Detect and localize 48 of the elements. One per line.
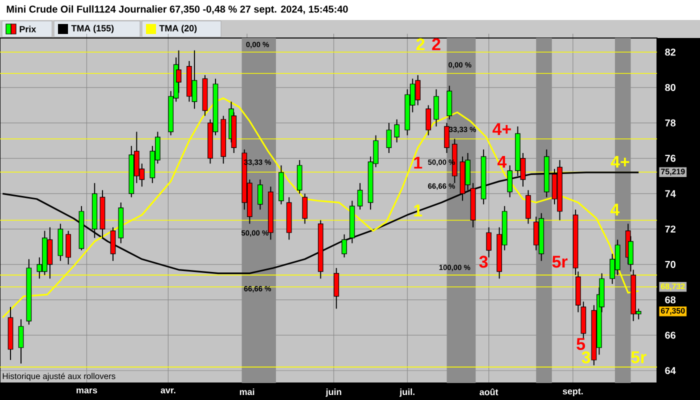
annotation: Historique ajusté aux rollovers (2, 372, 116, 381)
y-tick-label: 70 (665, 260, 676, 268)
y-tick-label: 74 (665, 190, 676, 198)
annotation: 5r (631, 351, 646, 364)
candlestick (486, 226, 492, 258)
annotation: 4+ (492, 123, 511, 135)
legend-label: TMA (20) (159, 24, 197, 34)
candlestick (334, 268, 340, 310)
annotation: 3 (582, 351, 590, 364)
annotation: 4+ (610, 156, 630, 168)
y-tick-label: 80 (665, 84, 676, 92)
x-tick-label: mars (76, 388, 98, 394)
x-tick-label: sept. (562, 388, 583, 396)
legend-label: Prix (20, 26, 36, 32)
candlestick (444, 122, 450, 154)
x-tick-label: avr. (160, 388, 176, 394)
y-tick-label: 72 (665, 226, 676, 233)
candlestick (386, 122, 392, 154)
x-tick-label: mai (240, 388, 254, 396)
annotation: 5r (552, 256, 568, 268)
annotation: 2 (432, 38, 440, 50)
y-tick-label: 68 (665, 296, 676, 304)
y-tick-label: 82 (665, 48, 676, 56)
candlestick (394, 118, 400, 143)
candlestick (258, 179, 263, 210)
annotation: 5 (576, 338, 586, 350)
candlestick (110, 226, 116, 262)
x-tick-label: août (480, 388, 498, 396)
candlestick (426, 104, 432, 136)
legend-label: TMA (155) (71, 24, 114, 34)
candlestick (357, 182, 363, 210)
y-tick-label: 76 (665, 154, 676, 162)
candlestick (66, 230, 71, 265)
y-tick-label: 78 (665, 119, 676, 126)
candlestick (18, 318, 24, 364)
annotation: 4 (610, 204, 620, 216)
annotation: 3 (479, 256, 488, 268)
annotation: 1 (414, 156, 422, 169)
candlestick (342, 234, 347, 258)
x-tick-label: juil. (399, 388, 414, 397)
y-tick-label: 66 (665, 332, 676, 339)
candlestick (302, 193, 308, 224)
candlestick (434, 88, 439, 127)
x-tick-label: juin (326, 388, 342, 397)
annotation: 2 (416, 38, 425, 50)
candlestick (526, 190, 531, 224)
chart-title: Mini Crude Oil Full1124 Journalier 67,350 -0,48 % 27 sept. 2024, 15:45:40 (6, 5, 348, 15)
y-tick-label: 64 (665, 367, 676, 374)
